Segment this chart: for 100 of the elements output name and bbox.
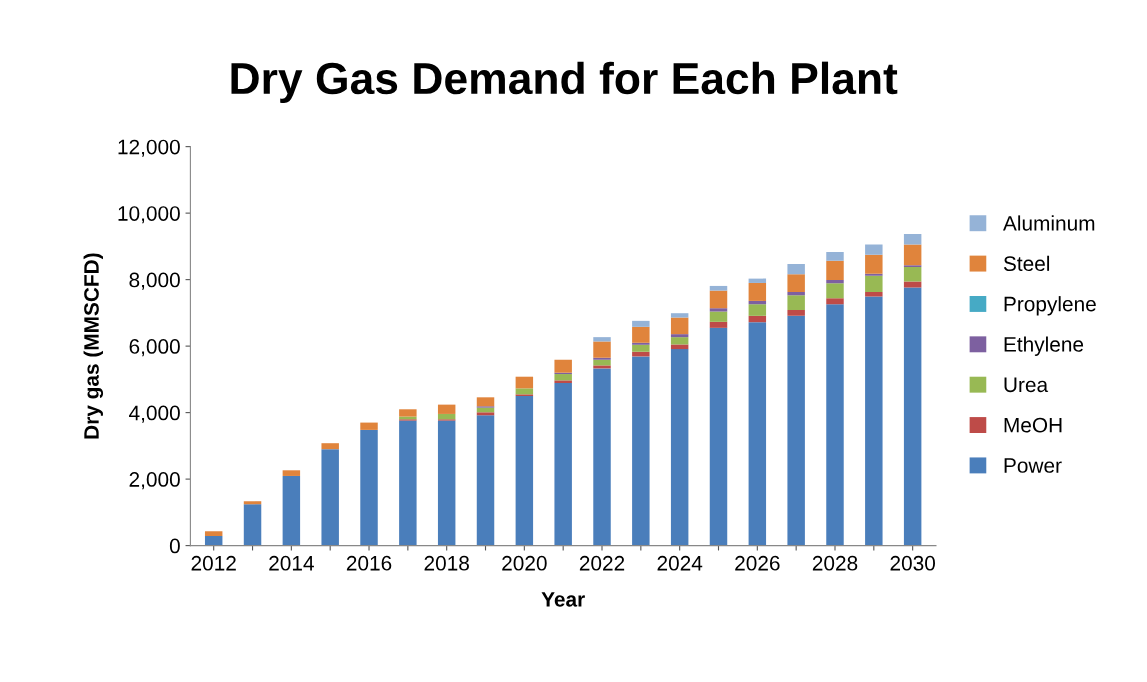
bar [865,254,883,274]
legend-label: Power [1004,458,1062,473]
x-axis-title: Year [541,592,585,607]
bar [476,412,495,416]
x-tick-label: 2026 [735,555,780,571]
bar [709,327,728,546]
y-tick-label: 12,000 [118,139,180,157]
bar [282,475,301,546]
bar [903,287,922,546]
bar [321,443,339,450]
bar [709,311,728,322]
y-tick-label: 4,000 [129,405,180,423]
legend-label: MeOH [1004,417,1062,433]
y-tick-label: 6,000 [129,339,180,357]
bar [321,449,339,546]
bar [593,337,611,342]
bar [709,285,728,291]
bar [476,415,495,546]
bar [787,295,805,310]
bar [709,308,728,312]
bar [787,309,805,316]
bar [865,291,883,297]
bar [593,341,611,358]
bar [593,365,611,369]
bar [748,304,767,316]
bar [515,376,534,389]
bar [826,283,844,299]
bar [360,429,378,546]
bar [670,334,689,338]
bar [593,357,611,360]
bar [748,315,767,323]
bar [204,531,223,536]
bar [204,535,223,546]
bar [476,397,495,407]
x-tick-label: 2012 [191,555,236,571]
bar [670,313,689,318]
x-tick-label: 2022 [579,555,625,571]
bar [865,275,883,292]
bar [903,266,922,282]
x-tick-label: 2020 [502,555,547,571]
bar [787,291,805,296]
bar [632,344,650,352]
bar [826,279,844,284]
bar [554,383,572,546]
bar [787,274,805,292]
bar [826,252,844,261]
bar [826,298,844,305]
x-tick-label: 2016 [346,555,392,571]
bar [903,281,922,288]
bar [903,234,922,245]
bar [593,359,611,366]
x-tick-label: 2030 [890,555,936,571]
bar [787,315,805,546]
bar [554,374,572,381]
x-tick-label: 2014 [269,555,314,571]
bar [632,342,650,345]
bar [243,504,262,546]
legend-label: Propylene [1004,296,1096,316]
bar [515,388,534,395]
legend-label: Steel [1003,255,1050,272]
bar [437,420,456,546]
x-tick-label: 2024 [657,555,703,571]
y-tick-label: 2,000 [129,472,180,490]
y-axis-title: Dry gas (MMSCFD) [83,253,104,439]
bar [437,413,456,420]
x-tick-label: 2028 [812,555,858,571]
bar [748,282,767,301]
bar [632,320,650,327]
y-tick-label: 10,000 [118,206,180,224]
bar [515,395,534,546]
bar [632,326,650,343]
bar [670,344,689,350]
y-tick-label: 8,000 [129,272,180,290]
bar [437,404,456,414]
bar [632,356,650,546]
bar [670,337,689,345]
legend-label: Aluminum [1002,215,1095,231]
x-tick-label: 2018 [424,555,469,571]
bar [826,260,844,280]
bar [748,322,767,546]
bar [709,290,728,309]
legend-label: Ethylene [1004,336,1084,356]
bar [865,296,883,546]
bar [709,321,728,328]
bar [593,368,611,546]
legend-label: Urea [1004,377,1049,393]
bar [243,501,262,505]
bar [399,420,417,546]
bar [787,263,805,275]
chart-title: Dry Gas Demand for Each Plant [231,61,898,104]
y-tick-label: 0 [169,538,180,554]
bar [282,470,301,476]
bar [399,409,417,417]
bar [865,244,883,255]
bar [360,422,378,430]
bar [670,317,689,335]
bar [826,304,844,546]
bar [670,349,689,546]
bar [554,359,572,373]
bar [554,380,572,384]
